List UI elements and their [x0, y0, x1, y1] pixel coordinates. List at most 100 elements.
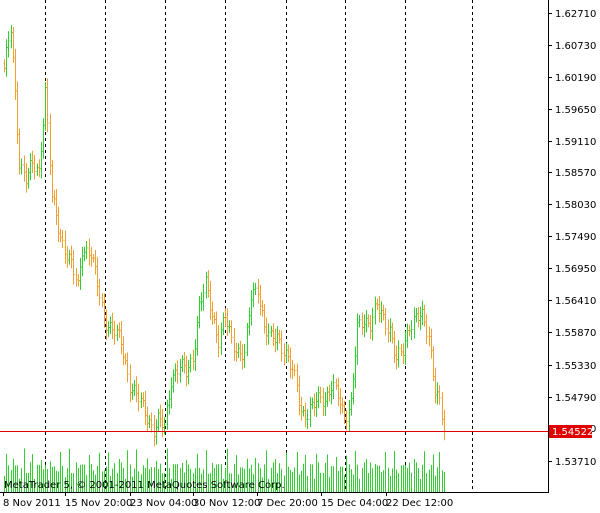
price-bar — [116, 324, 119, 341]
price-bar — [64, 230, 67, 264]
price-bar — [122, 336, 125, 366]
price-bar — [111, 312, 114, 340]
price-bar — [124, 353, 127, 365]
axis-layer — [0, 0, 549, 493]
price-bar — [343, 400, 346, 424]
price-bar — [237, 343, 240, 358]
price-bar — [83, 246, 86, 262]
price-bar — [259, 284, 262, 316]
price-bar — [189, 353, 192, 373]
price-bar — [57, 206, 60, 243]
price-bar — [443, 409, 446, 441]
price-bar — [23, 155, 26, 182]
price-bar — [103, 293, 106, 328]
price-bar — [170, 377, 173, 409]
price-bar — [293, 364, 296, 377]
price-bar — [5, 39, 8, 77]
price-bar — [49, 113, 52, 175]
price-bar — [337, 377, 340, 407]
price-tick-label: 1.54790 — [555, 393, 596, 404]
price-bar — [75, 268, 78, 287]
price-bar — [70, 245, 73, 269]
price-bar — [285, 343, 288, 363]
price-bar — [304, 402, 307, 428]
price-bar — [85, 240, 88, 260]
price-bar — [387, 319, 390, 343]
price-bar — [81, 246, 84, 277]
price-bar — [135, 376, 138, 403]
price-bar — [25, 163, 28, 193]
price-bar — [7, 31, 10, 58]
price-bar — [31, 150, 34, 173]
current-price-label: 1.54522 — [549, 425, 593, 438]
price-bar — [330, 380, 333, 405]
price-tick-label: 1.62710 — [555, 9, 596, 20]
price-bar — [129, 364, 132, 403]
price-bar — [296, 363, 299, 393]
price-bar — [376, 298, 379, 311]
price-bar — [3, 59, 6, 73]
price-bar — [44, 82, 47, 131]
price-bar — [33, 155, 36, 180]
price-bar — [417, 306, 420, 328]
price-bar — [205, 271, 208, 299]
price-bar — [79, 257, 82, 290]
price-tick-label: 1.56410 — [555, 296, 596, 307]
price-bar — [120, 320, 123, 355]
grid-layer — [45, 0, 473, 492]
price-tick-label: 1.59650 — [555, 105, 596, 116]
price-bar — [40, 141, 43, 179]
price-bar — [42, 118, 45, 159]
price-bar — [428, 326, 431, 347]
price-bar — [317, 386, 320, 409]
price-bar — [404, 331, 407, 366]
price-tick-label: 1.60730 — [555, 41, 596, 52]
price-bar — [415, 307, 418, 323]
price-bar — [131, 383, 134, 400]
price-bar — [172, 369, 175, 393]
price-bar — [215, 311, 218, 343]
price-bar — [72, 250, 75, 285]
price-bar — [358, 314, 361, 328]
price-bar — [324, 392, 327, 416]
price-bar — [408, 324, 411, 337]
price-bar — [118, 322, 121, 339]
price-bar — [161, 409, 164, 438]
price-bar — [248, 307, 251, 336]
price-bar — [187, 359, 190, 385]
time-tick-label: 23 Nov 04:00 — [130, 498, 197, 509]
price-bar — [332, 374, 335, 400]
price-bar — [374, 296, 377, 325]
price-bar — [382, 304, 385, 321]
price-bar — [341, 397, 344, 414]
price-bar — [66, 246, 69, 268]
price-bar — [395, 345, 398, 370]
price-bar — [107, 321, 110, 337]
price-bar — [61, 230, 64, 249]
price-bar — [105, 309, 108, 341]
price-bar — [425, 314, 428, 345]
price-bar — [270, 325, 273, 338]
price-bar — [300, 396, 303, 421]
time-tick-label: 15 Nov 20:00 — [65, 498, 132, 509]
price-bar — [185, 355, 188, 387]
price-bar — [350, 391, 353, 416]
time-tick-label: 22 Dec 12:00 — [386, 498, 453, 509]
price-bar — [101, 292, 104, 308]
price-tick-label: 1.55870 — [555, 328, 596, 339]
price-bar — [174, 363, 177, 382]
price-bar — [384, 307, 387, 336]
price-bar — [365, 310, 368, 333]
price-bar — [176, 360, 179, 384]
price-bar — [441, 392, 444, 426]
price-bar — [287, 344, 290, 363]
price-bars-layer — [3, 25, 446, 447]
price-bar — [261, 300, 264, 317]
price-bar — [280, 330, 283, 362]
price-bar — [92, 253, 95, 263]
price-bar — [367, 314, 370, 328]
price-bar — [55, 189, 58, 226]
